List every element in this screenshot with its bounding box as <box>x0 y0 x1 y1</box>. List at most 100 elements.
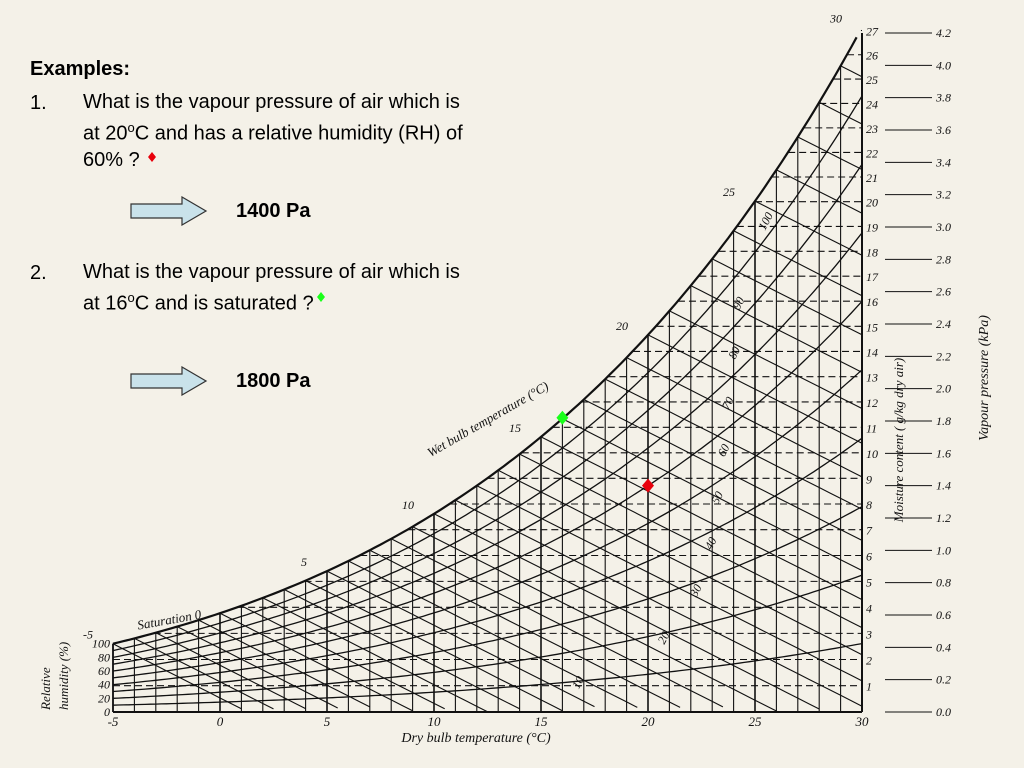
rh-curve-label: 30 <box>686 582 704 600</box>
question-2-text: What is the vapour pressure of air which… <box>83 259 523 317</box>
wet-bulb-label: 25 <box>723 185 735 199</box>
moisture-tick-label: 19 <box>866 220 878 234</box>
wet-bulb-line <box>134 637 274 710</box>
rh-curve-40 <box>112 437 863 686</box>
rh-axis-label-2: humidity (%) <box>56 642 71 710</box>
vapour-tick-label: 3.8 <box>935 91 951 105</box>
question-2-line-2-post: C and is saturated ? <box>134 292 314 315</box>
wet-bulb-line <box>326 570 595 708</box>
vapour-tick-label: 2.2 <box>936 349 951 363</box>
wet-bulb-line <box>155 632 306 710</box>
wet-bulb-label: 15 <box>509 421 521 435</box>
vapour-axis-label: Vapour pressure (kPa) <box>977 315 992 441</box>
vapour-tick-label: 4.2 <box>936 26 951 40</box>
rh-curve-60 <box>112 300 863 672</box>
wet-bulb-label: 5 <box>301 555 307 569</box>
wet-bulb-line <box>540 436 863 601</box>
x-tick-label: -5 <box>108 714 119 729</box>
example-1-marker <box>642 478 654 493</box>
wet-bulb-line <box>562 418 863 571</box>
rh-curve-label: 40 <box>702 535 720 552</box>
question-1-line-2-post: C and has a relative humidity (RH) of <box>134 122 463 145</box>
rh-axis-label-1: Relative <box>38 667 53 711</box>
question-2-degree-sup: o <box>127 290 135 305</box>
wet-bulb-line <box>476 485 863 682</box>
rh-tick-label: 100 <box>92 637 110 651</box>
question-2-line-2-pre: at 16 <box>83 292 128 315</box>
rh-curve-label: 10 <box>569 674 587 691</box>
wet-bulb-line <box>690 285 863 373</box>
vapour-tick-label: 2.6 <box>936 285 951 299</box>
answer-1: 1400 Pa <box>236 200 311 222</box>
x-tick-label: 15 <box>535 714 549 729</box>
red-diamond-icon <box>148 151 157 162</box>
rh-curve-label: 70 <box>719 395 737 412</box>
question-2-line-2: at 16oC and is saturated ? <box>83 285 523 317</box>
moisture-tick-label: 4 <box>866 601 872 615</box>
arrow-right-icon-1 <box>130 196 208 226</box>
chart-points <box>556 410 654 493</box>
x-axis-label: Dry bulb temperature (°C) <box>400 731 551 746</box>
moisture-tick-label: 8 <box>866 498 872 512</box>
wet-bulb-line <box>283 589 520 710</box>
moisture-tick-label: 2 <box>866 653 872 667</box>
question-1-line-2-pre: at 20 <box>83 122 128 145</box>
answer-2: 1800 Pa <box>236 370 311 392</box>
wet-bulb-line <box>776 169 863 214</box>
rh-curve-label: 50 <box>708 489 726 506</box>
rh-curve-30 <box>112 506 863 693</box>
vapour-tick-label: 1.4 <box>936 479 951 493</box>
x-tick-label: 25 <box>749 714 763 729</box>
green-diamond-icon <box>316 291 325 302</box>
vapour-tick-label: 3.2 <box>935 188 951 202</box>
wet-bulb-label: 10 <box>402 498 414 512</box>
moisture-tick-label: 21 <box>866 171 878 185</box>
moisture-tick-label: 7 <box>866 524 873 538</box>
wet-bulb-line <box>433 513 820 710</box>
rh-curve-80 <box>112 164 863 659</box>
wet-bulb-line <box>305 580 563 712</box>
vapour-tick-label: 0.0 <box>936 705 951 719</box>
vapour-tick-label: 0.2 <box>936 673 951 687</box>
rh-curve-label: 90 <box>729 294 747 311</box>
wet-bulb-line <box>112 643 242 710</box>
moisture-tick-label: 15 <box>866 320 878 334</box>
moisture-tick-label: 20 <box>866 196 878 210</box>
question-2-line-1: What is the vapour pressure of air which… <box>83 261 460 283</box>
moisture-tick-label: 5 <box>866 575 872 589</box>
moisture-tick-label: 3 <box>865 627 872 641</box>
question-1-line-3: 60% ? <box>83 147 523 173</box>
moisture-tick-label: 26 <box>866 49 878 63</box>
question-1-line-2: at 20oC and has a relative humidity (RH)… <box>83 115 523 147</box>
moisture-tick-label: 22 <box>866 146 878 160</box>
vapour-tick-label: 2.0 <box>936 382 951 396</box>
examples-heading: Examples: <box>30 58 131 80</box>
wet-bulb-line <box>797 136 863 170</box>
moisture-tick-label: 10 <box>866 447 878 461</box>
moisture-tick-label: 18 <box>866 245 878 259</box>
x-tick-label: 0 <box>217 714 224 729</box>
moisture-tick-label: 25 <box>866 73 878 87</box>
rh-curve-20 <box>112 574 863 699</box>
wet-bulb-label: -5 <box>83 628 93 642</box>
wet-bulb-line <box>840 65 863 78</box>
question-1-line-3-text: 60% ? <box>83 148 140 171</box>
rh-curve-label: 80 <box>725 344 743 361</box>
vapour-tick-label: 3.4 <box>935 155 951 169</box>
wet-bulb-line <box>412 526 777 712</box>
moisture-tick-label: 14 <box>866 345 878 359</box>
x-tick-label: 10 <box>428 714 442 729</box>
wet-bulb-line <box>176 626 338 709</box>
wet-bulb-label: 30 <box>829 12 842 26</box>
moisture-tick-label: 12 <box>866 396 878 410</box>
moisture-tick-label: 27 <box>866 25 879 39</box>
vapour-tick-label: 3.6 <box>935 123 951 137</box>
vapour-tick-label: 0.8 <box>936 576 951 590</box>
rh-curve-90 <box>112 95 863 652</box>
x-tick-label: 30 <box>855 714 870 729</box>
rh-curve-10 <box>112 642 863 706</box>
question-1-text: What is the vapour pressure of air which… <box>83 89 523 173</box>
moisture-tick-label: 6 <box>866 549 872 563</box>
moisture-tick-label: 13 <box>866 371 878 385</box>
